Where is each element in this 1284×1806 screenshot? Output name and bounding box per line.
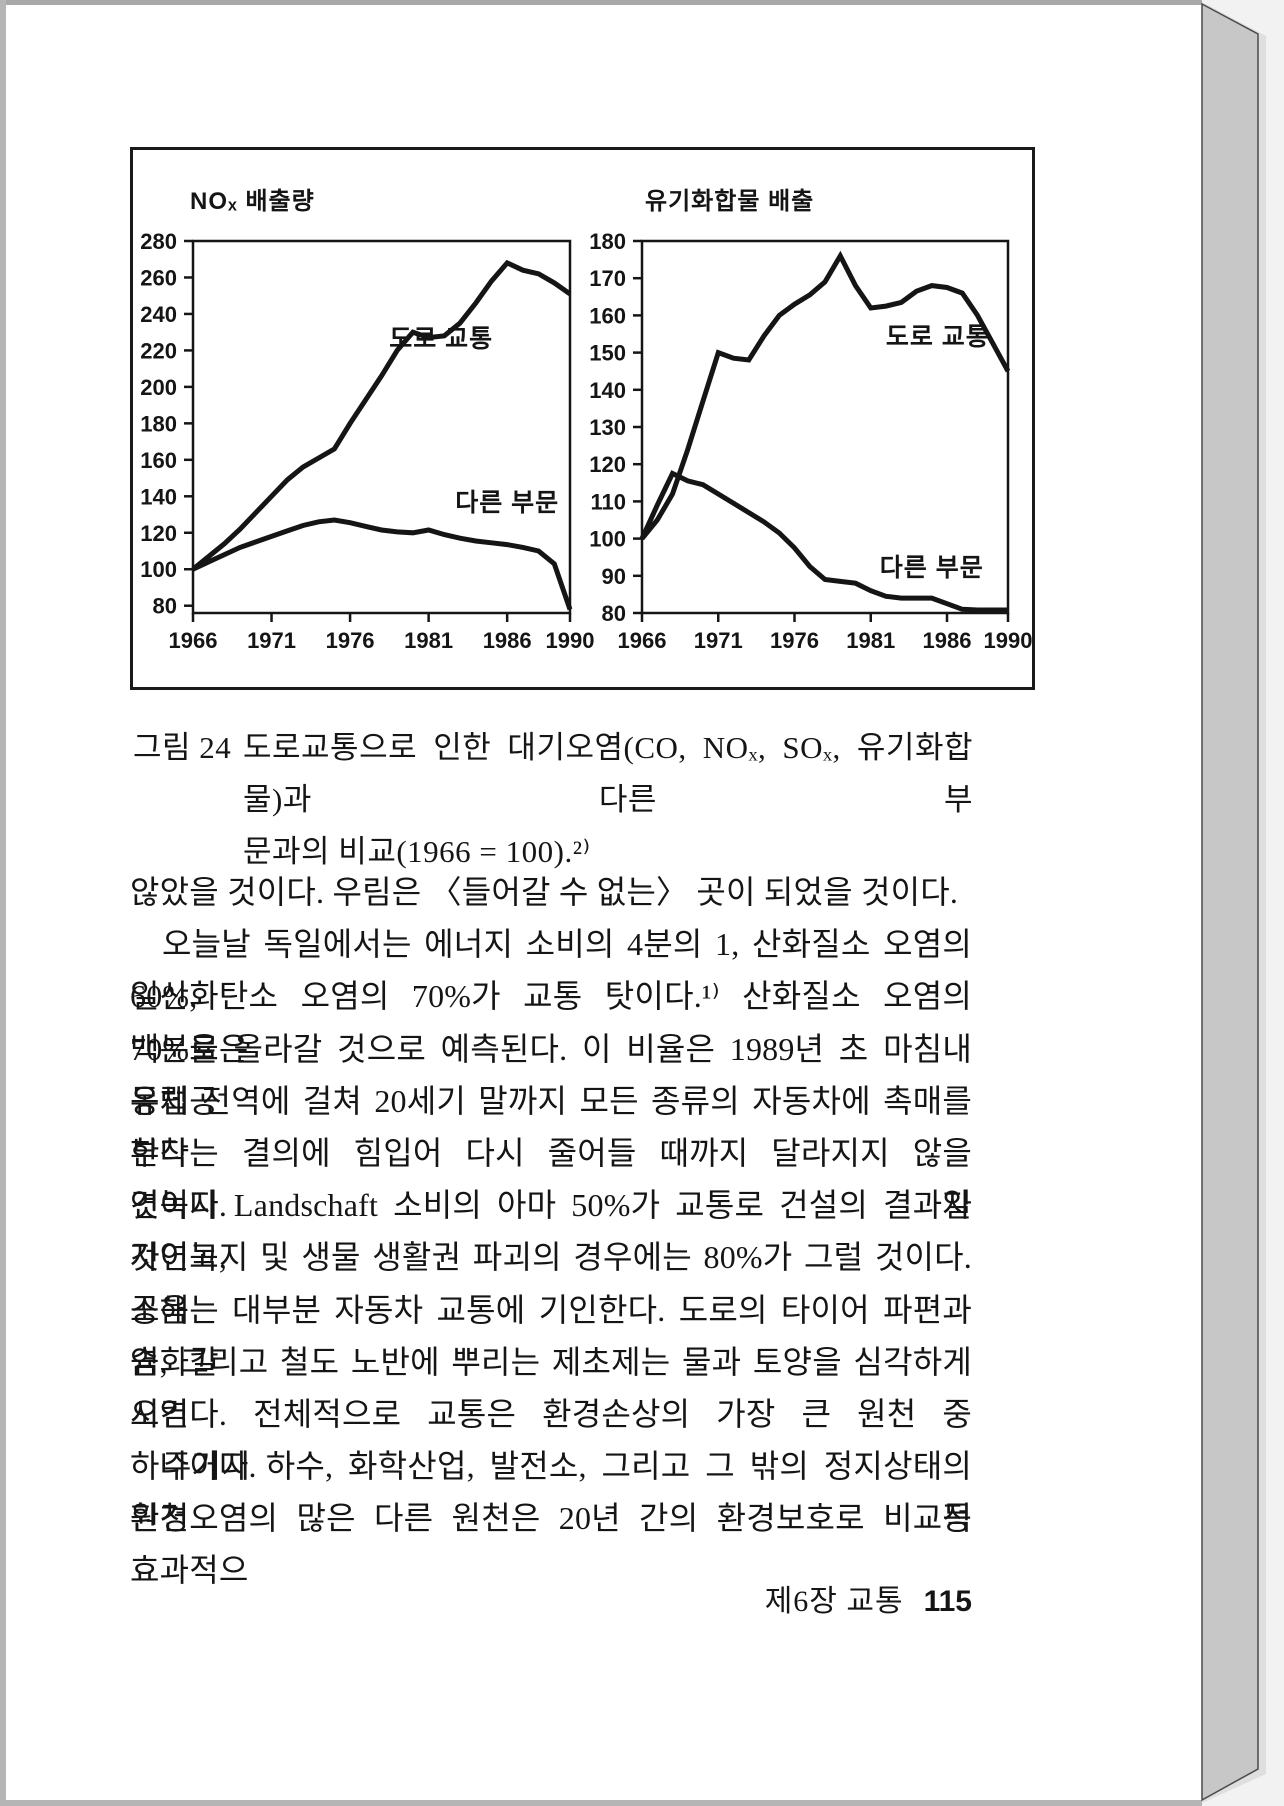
series-line	[191, 259, 572, 572]
body-text-line: 자연녹지 및 생물 생활권 파괴의 경우에는 80%가 그럴 것이다. 소음	[130, 1239, 972, 1328]
y-tick-label: 150	[589, 341, 626, 366]
y-tick-label: 120	[589, 452, 626, 477]
figure-caption-label: 그림 24	[133, 730, 232, 765]
body-text-line: 환경오염의 많은 다른 원천은 20년 간의 환경보호로 비교적 효과적으	[130, 1500, 972, 1589]
series-label: 도로 교통	[389, 325, 493, 353]
book-fore-edge	[1201, 2, 1259, 1802]
emissions-charts: NOₓ 배출량 80 100 120 140 160 180 200 220 240 260 280 1…	[140, 188, 1032, 653]
y-tick-label: 200	[140, 375, 177, 400]
x-tick-label: 1990	[984, 628, 1032, 653]
x-tick-label: 1971	[247, 628, 296, 653]
series-label: 다른 부문	[455, 489, 559, 517]
y-tick-label: 130	[589, 415, 626, 440]
y-tick-label: 110	[591, 489, 627, 514]
page-top-rim	[0, 0, 1202, 5]
chart-title: 유기화합물 배출	[645, 188, 814, 215]
figure-caption-line-2: 문과의 비교(1966 = 100).²⁾	[243, 834, 591, 869]
x-tick-label: 1981	[404, 628, 453, 653]
body-text-line: 않았을 것이다. 우림은 〈들어갈 수 없는〉 곳이 되었을 것이다.	[130, 874, 959, 910]
y-tick-label: 160	[589, 303, 626, 328]
chapter-title: 제6장 교통	[764, 1585, 904, 1618]
series-label: 도로 교통	[886, 323, 990, 351]
y-tick-label: 220	[140, 338, 177, 363]
y-tick-label: 160	[140, 448, 177, 473]
y-tick-label: 80	[153, 594, 177, 619]
x-tick-label: 1981	[846, 628, 895, 653]
body-text-line: 일산화탄소 오염의 70%가 교통 탓이다.¹⁾ 산화질소 오염의 백분율은	[130, 978, 972, 1067]
y-tick-label: 140	[140, 484, 177, 509]
x-tick-label: 1966	[169, 628, 218, 653]
body-text-line: 70%로 올라갈 것으로 예측된다. 이 비율은 1989년 초 마침내 유럽공	[130, 1030, 972, 1119]
y-tick-label: 90	[602, 564, 626, 589]
body-text-line: 주거지 하수, 화학산업, 발전소, 그리고 그 밖의 정지상태의 원천 등	[130, 1448, 972, 1537]
series-line	[640, 250, 1011, 541]
x-tick-label: 1976	[770, 628, 819, 653]
figure-24-frame: NOₓ 배출량 80 100 120 140 160 180 200 220 240 260 280 1…	[130, 147, 1035, 690]
page-left-rim	[0, 0, 6, 1806]
y-tick-label: 240	[140, 302, 177, 327]
x-tick-label: 1976	[326, 628, 375, 653]
y-tick-label: 120	[140, 521, 177, 546]
page-number: 115	[923, 1585, 972, 1618]
body-text-line: 슘, 그리고 철도 노반에 뿌리는 제초제는 물과 토양을 심각하게 오염	[130, 1343, 972, 1432]
y-tick-label: 140	[589, 378, 626, 403]
page-bottom-rim	[0, 1800, 1202, 1806]
page-footer: 제6장 교통 115	[130, 1576, 972, 1620]
body-text-line: 시킨다. 전체적으로 교통은 환경손상의 가장 큰 원천 중 하나이다.	[130, 1395, 972, 1485]
series-line	[639, 470, 1008, 613]
x-tick-label: 1986	[483, 628, 532, 653]
body-text-line: 동체 전역에 걸쳐 20세기 말까지 모든 종류의 자동차에 촉매를 부착	[130, 1082, 972, 1171]
body-text-line: 공해는 대부분 자동차 교통에 기인한다. 도로의 타이어 파편과 염화칼	[130, 1291, 972, 1380]
series-line	[191, 517, 573, 611]
y-tick-label: 100	[140, 557, 177, 582]
figure-caption-line-1: 도로교통으로 인한 대기오염(CO, NOₓ, SOₓ, 유기화합물)과 다른 …	[243, 730, 973, 817]
body-text-line: 한다는 결의에 힘입어 다시 줄어들 때까지 달라지지 않을 것이다. 자	[130, 1134, 972, 1224]
figure-caption-text: 도로교통으로 인한 대기오염(CO, NOₓ, SOₓ, 유기화합물)과 다른 …	[243, 722, 973, 878]
body-text: 않았을 것이다. 우림은 〈들어갈 수 없는〉 곳이 되었을 것이다. 오늘날 독…	[130, 866, 972, 1589]
y-tick-label: 180	[140, 411, 177, 436]
x-tick-label: 1986	[923, 628, 972, 653]
body-text-line: 연녹지 Landschaft 소비의 아마 50%가 교통로 건설의 결과일 것…	[130, 1187, 972, 1276]
plot-frame	[191, 239, 572, 615]
chart-title: NOₓ 배출량	[190, 188, 315, 215]
x-tick-label: 1971	[694, 628, 743, 653]
body-text-line: 오늘날 독일에서는 에너지 소비의 4분의 1, 산화질소 오염의 60%,	[130, 926, 972, 1015]
y-tick-label: 180	[589, 229, 626, 254]
y-tick-label: 260	[140, 265, 177, 290]
y-tick-label: 80	[602, 601, 626, 626]
y-tick-label: 280	[140, 229, 177, 254]
x-tick-label: 1990	[546, 628, 595, 653]
x-tick-label: 1966	[618, 628, 667, 653]
y-tick-label: 100	[589, 527, 626, 552]
series-label: 다른 부문	[880, 554, 984, 582]
y-tick-label: 170	[589, 266, 626, 291]
